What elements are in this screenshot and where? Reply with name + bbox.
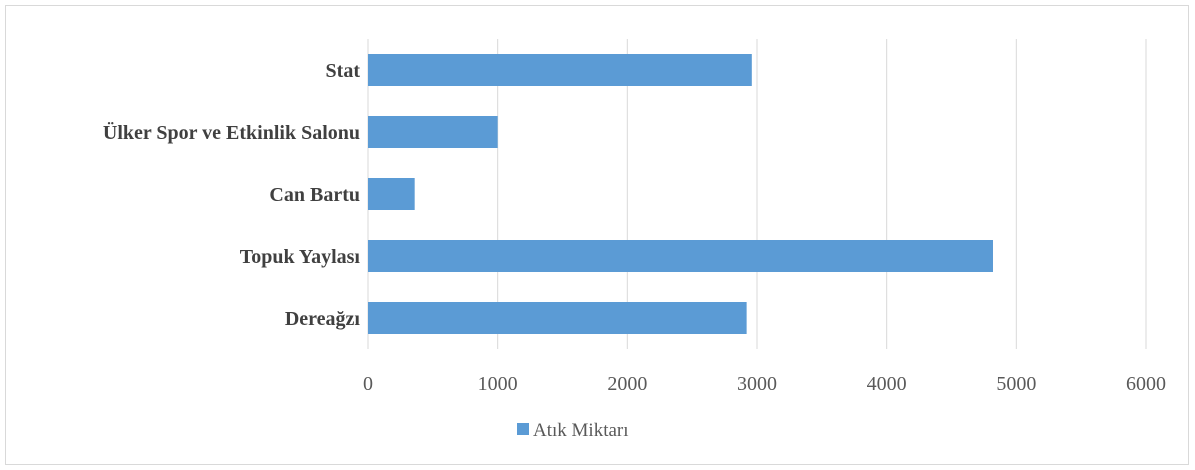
category-label: Topuk Yaylası [240,246,361,268]
legend-swatch [517,423,529,435]
bars [368,54,993,334]
legend: Atık Miktarı [517,420,629,441]
x-tick-label: 4000 [867,373,907,395]
x-tick-label: 0 [363,373,373,395]
bar-3 [368,240,993,272]
category-label: Dereağzı [285,308,361,330]
bar-0 [368,54,752,86]
category-label: Can Bartu [269,184,360,206]
x-tick-label: 6000 [1126,373,1166,395]
legend-label: Atık Miktarı [533,420,629,441]
x-tick-label: 2000 [607,373,647,395]
x-axis-tick-labels: 0 1000 2000 3000 4000 5000 6000 [363,373,1166,395]
category-label: Ülker Spor ve Etkinlik Salonu [103,121,360,144]
x-tick-label: 5000 [996,373,1036,395]
bar-4 [368,302,747,334]
category-label: Stat [326,60,361,82]
horizontal-bar-chart: Stat Ülker Spor ve Etkinlik Salonu Can Bar… [103,39,1166,441]
x-tick-label: 1000 [478,373,518,395]
x-tick-label: 3000 [737,373,777,395]
bar-1 [368,116,498,148]
category-labels: Stat Ülker Spor ve Etkinlik Salonu Can Bar… [103,60,361,330]
bar-2 [368,178,415,210]
chart-area: Stat Ülker Spor ve Etkinlik Salonu Can Bar… [5,5,1189,465]
gridlines [367,39,1147,349]
